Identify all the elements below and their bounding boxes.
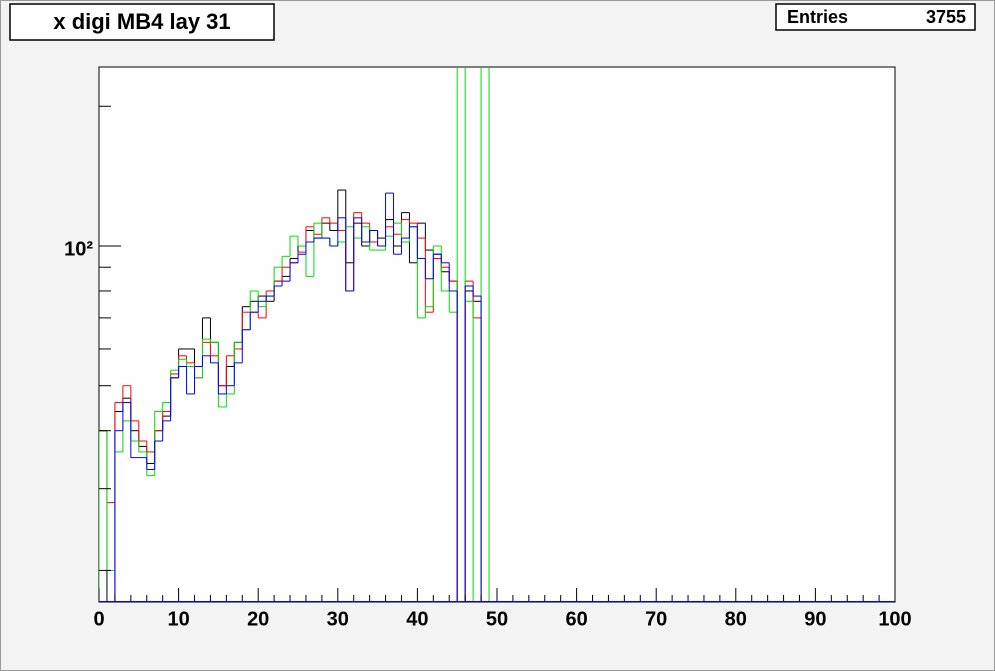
plot-frame: [98, 66, 896, 603]
x-tick-label: 10: [167, 608, 189, 630]
stats-value: 3755: [926, 7, 966, 27]
x-tick-label: 40: [406, 608, 428, 630]
title-box: [9, 3, 275, 41]
x-tick-label: 20: [247, 608, 269, 630]
y-tick-label: 10²: [64, 238, 93, 260]
x-tick-label: 100: [878, 608, 911, 630]
x-tick-label: 70: [645, 608, 667, 630]
x-tick-label: 50: [486, 608, 508, 630]
x-tick-label: 90: [804, 608, 826, 630]
stats-label: Entries: [787, 7, 848, 27]
x-tick-label: 30: [327, 608, 349, 630]
stats-box: [775, 3, 976, 31]
plot-marks: [99, 67, 490, 602]
x-tick-label: 80: [725, 608, 747, 630]
x-tick-label: 0: [93, 608, 104, 630]
x-tick-label: 60: [565, 608, 587, 630]
chart-title: x digi MB4 lay 31: [53, 9, 230, 34]
